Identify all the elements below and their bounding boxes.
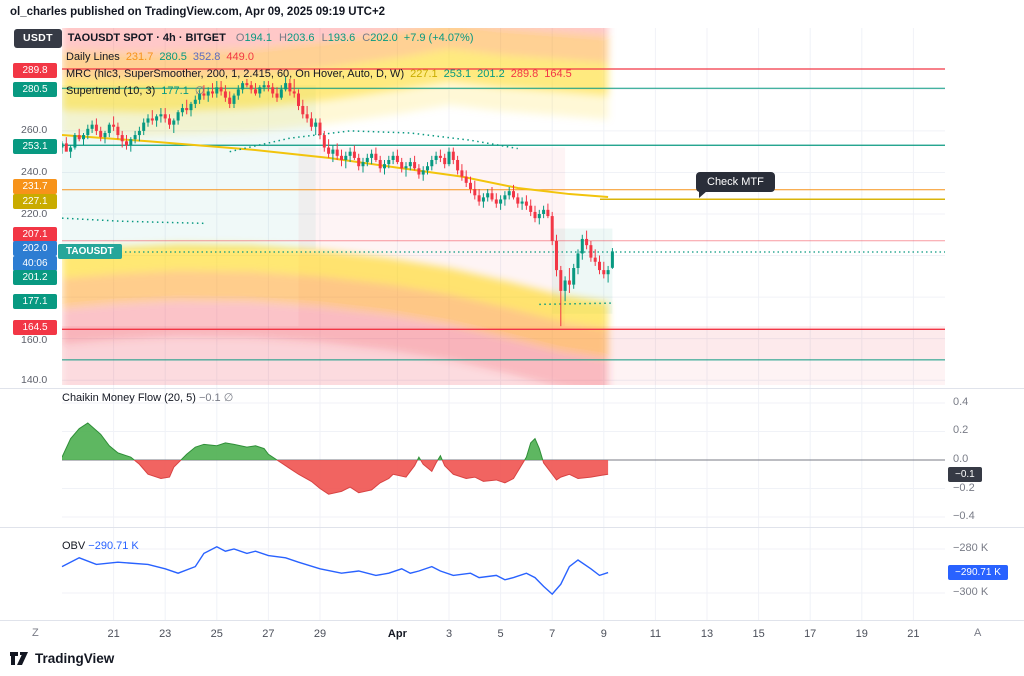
publish-line: ol_charles published on TradingView.com,… — [10, 6, 386, 18]
x-axis-tick: 21 — [907, 628, 919, 640]
close-label: C — [362, 32, 371, 44]
quote-currency-badge: USDT — [14, 29, 62, 48]
daily-lines-value: 449.0 — [226, 51, 254, 63]
legend-mrc-row: MRC (hlc3, SuperSmoother, 200, 1, 2.415,… — [14, 67, 572, 82]
price-scale-label: 280.5 — [13, 81, 57, 97]
indicator-scale-label: −280 K — [953, 542, 989, 554]
x-axis-tick: Apr — [388, 628, 408, 640]
mrc-bands — [62, 28, 609, 385]
price-scale-label: 227.1 — [13, 193, 57, 209]
supertrend-line — [539, 302, 613, 306]
obv-pane-title: OBV −290.71 K — [62, 540, 139, 552]
high-label: H — [279, 32, 287, 44]
cmf-current-value: −0.1 — [198, 392, 221, 404]
mrc-label: MRC (hlc3, SuperSmoother, 200, 1, 2.415,… — [66, 68, 405, 80]
timezone-marker: Z — [32, 627, 39, 639]
x-axis-tick: 7 — [549, 628, 555, 640]
null-value-icon: ∅ — [194, 85, 205, 97]
ohlc-values: O194.1 H203.6 L193.6 C202.0 — [232, 31, 398, 46]
obv-title-text: OBV — [62, 540, 86, 552]
tradingview-logo[interactable]: TradingView — [10, 651, 114, 666]
price-scale-label: 231.7 — [13, 178, 57, 194]
legend-supertrend-row: Supertrend (10, 3) 177.1 ∅ — [14, 84, 572, 99]
cmf-area-positive — [62, 422, 609, 460]
change-value: +7.9 (+4.07%) — [403, 32, 474, 44]
mrc-value: 164.5 — [544, 68, 572, 80]
cmf-title-text: Chaikin Money Flow (20, 5) — [62, 392, 196, 404]
open-value: 194.1 — [244, 32, 272, 44]
daily-lines-label: Daily Lines — [66, 51, 120, 63]
supertrend-line — [229, 130, 518, 153]
low-value: 193.6 — [327, 32, 356, 44]
supertrend-line — [61, 217, 204, 225]
price-scale-label: 40:06 — [13, 255, 57, 271]
x-axis-tick: 17 — [804, 628, 816, 640]
high-value: 203.6 — [286, 32, 315, 44]
auto-scale-marker: A — [974, 627, 982, 639]
price-scale-label: 160.0 — [21, 333, 48, 346]
legend-symbol-row: USDT TAOUSDT SPOT · 4h · BITGET O194.1 H… — [14, 29, 572, 48]
obv-current-value: −290.71 K — [88, 540, 139, 552]
annotation-check-mtf: Check MTF — [696, 172, 775, 198]
indicator-scale-label: 0.2 — [953, 424, 969, 436]
tradingview-logo-text: TradingView — [35, 651, 115, 666]
indicator-scale-label: −0.4 — [953, 510, 975, 522]
legend-daily-lines-row: Daily Lines 231.7 280.5 352.8 449.0 — [14, 50, 572, 65]
x-axis-tick: 9 — [601, 628, 607, 640]
x-axis-tick: 29 — [314, 628, 326, 640]
price-scale-label: 164.5 — [13, 319, 57, 335]
daily-lines-value: 231.7 — [125, 51, 154, 63]
mrc-value: 201.2 — [477, 68, 505, 80]
price-scale-label: 140.0 — [21, 373, 48, 386]
mrc-value: 289.8 — [510, 68, 539, 80]
price-scale-label: 177.1 — [13, 293, 57, 309]
price-scale-label: 289.8 — [13, 62, 57, 78]
price-scale-label: 240.0 — [21, 165, 48, 178]
indicator-scale-label: 0.4 — [953, 396, 969, 408]
candlestick-series — [62, 76, 614, 327]
x-axis-tick: 25 — [211, 628, 223, 640]
x-axis-tick: 27 — [262, 628, 274, 640]
x-axis-tick: 3 — [446, 628, 452, 640]
daily-lines-value: 280.5 — [159, 51, 187, 63]
indicator-scale-label: 0.0 — [953, 453, 969, 465]
price-scale-label: 253.1 — [13, 138, 57, 154]
mrc-value: 253.1 — [443, 68, 472, 80]
indicator-value-badge: −0.1 — [948, 467, 982, 482]
x-axis-tick: 13 — [701, 628, 713, 640]
cmf-pane-title: Chaikin Money Flow (20, 5) −0.1 ∅ — [62, 391, 233, 404]
symbol-price-label: TAOUSDT — [58, 244, 122, 259]
cmf-area-negative — [62, 460, 609, 495]
obv-line — [61, 546, 609, 596]
close-value: 202.0 — [370, 32, 398, 44]
mrc-value: 227.1 — [410, 68, 438, 80]
open-label: O — [235, 32, 245, 44]
indicator-scale-label: −300 K — [953, 586, 989, 598]
x-axis-tick: 5 — [498, 628, 504, 640]
x-axis-tick: 23 — [159, 628, 171, 640]
daily-lines-value: 352.8 — [192, 51, 221, 63]
symbol-title: TAOUSDT SPOT · 4h · BITGET — [67, 32, 226, 44]
x-axis-tick: 15 — [752, 628, 764, 640]
price-scale-label: 202.0 — [13, 240, 57, 256]
price-scale-label: 207.1 — [13, 226, 57, 242]
indicator-scale-label: −0.2 — [953, 482, 975, 494]
null-value-icon: ∅ — [223, 392, 234, 404]
low-label: L — [321, 32, 328, 44]
supertrend-value: 177.1 — [161, 85, 189, 97]
x-axis-tick: 11 — [650, 628, 661, 640]
price-scale-label: 220.0 — [21, 207, 48, 220]
price-scale-label: 260.0 — [21, 123, 48, 136]
legend: USDT TAOUSDT SPOT · 4h · BITGET O194.1 H… — [14, 29, 572, 101]
x-axis-tick: 21 — [107, 628, 119, 640]
x-axis-tick: 19 — [856, 628, 868, 640]
supertrend-label: Supertrend (10, 3) — [66, 85, 156, 97]
indicator-value-badge: −290.71 K — [948, 565, 1008, 580]
price-scale-label: 201.2 — [13, 269, 57, 285]
tradingview-logo-icon — [10, 652, 28, 665]
